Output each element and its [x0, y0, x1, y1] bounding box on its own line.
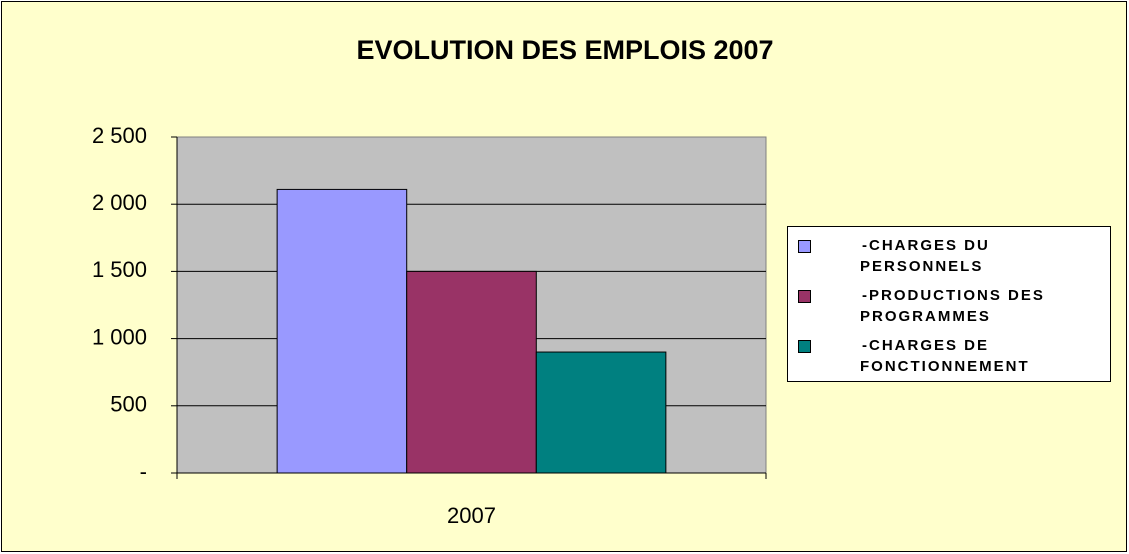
legend-item: -CHARGES DU PERSONNELS — [798, 235, 1100, 277]
y-tick-label: - — [140, 459, 147, 484]
y-tick-label: 1 000 — [92, 324, 147, 349]
bar — [276, 188, 408, 474]
x-tick-label: 2007 — [447, 503, 496, 528]
y-tick-label: 2 000 — [92, 190, 147, 215]
bar — [535, 351, 667, 474]
legend: -CHARGES DU PERSONNELS -PRODUCTIONS DES P… — [787, 226, 1111, 382]
legend-swatch — [798, 289, 811, 303]
legend-label: -CHARGES DE FONCTIONNEMENT — [860, 337, 1030, 375]
y-tick-label: 2 500 — [92, 123, 147, 148]
bar — [406, 270, 537, 474]
legend-label: -CHARGES DU PERSONNELS — [860, 237, 990, 275]
legend-item: -CHARGES DE FONCTIONNEMENT — [798, 335, 1100, 377]
y-tick-label: 1 500 — [92, 257, 147, 282]
chart-title: EVOLUTION DES EMPLOIS 2007 — [356, 35, 773, 65]
legend-item: -PRODUCTIONS DES PROGRAMMES — [798, 285, 1100, 327]
legend-swatch — [798, 239, 811, 253]
legend-label: -PRODUCTIONS DES PROGRAMMES — [860, 287, 1045, 325]
y-tick-label: 500 — [110, 392, 147, 417]
legend-swatch — [798, 339, 811, 353]
